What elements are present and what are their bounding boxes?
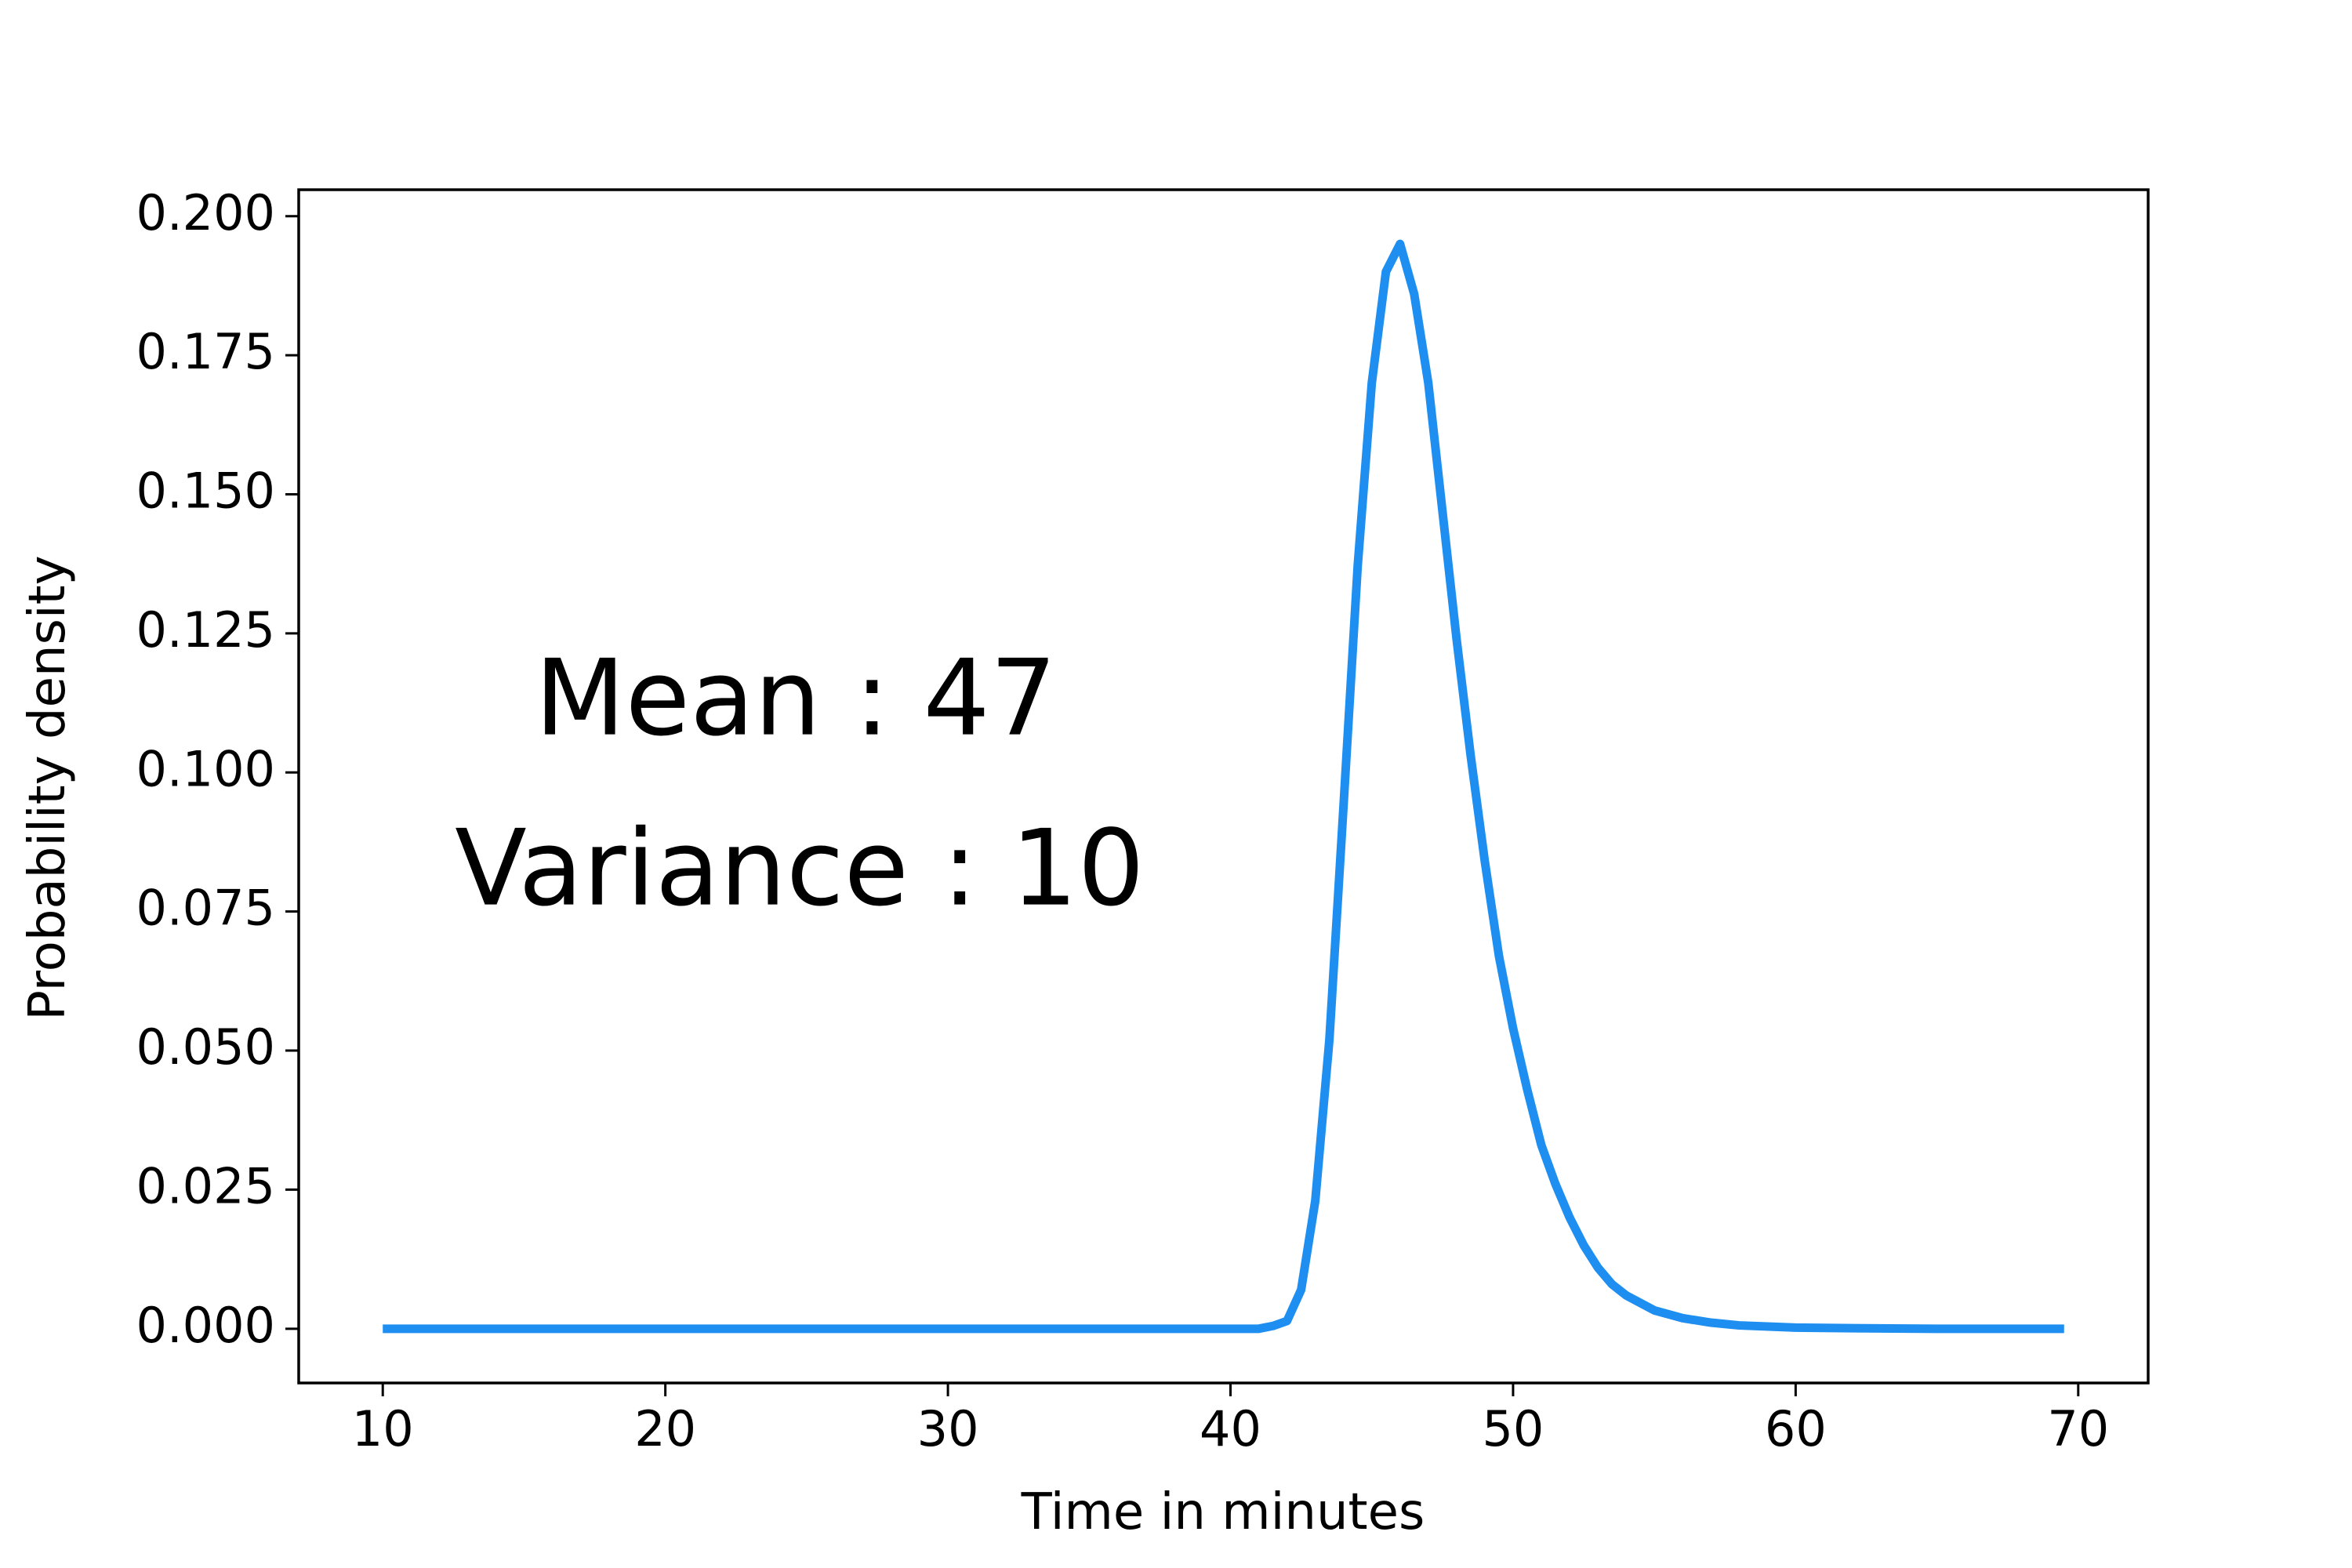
y-tick-label: 0.175 [136, 323, 276, 380]
x-tick-label: 30 [917, 1400, 979, 1457]
y-tick-label: 0.000 [136, 1297, 276, 1354]
y-tick-label: 0.075 [136, 880, 276, 937]
annotation: Variance : 10 [455, 808, 1145, 930]
y-tick-label: 0.200 [136, 184, 276, 241]
y-tick-label: 0.025 [136, 1158, 276, 1215]
y-tick-label: 0.125 [136, 601, 276, 659]
y-axis-label: Probability density [19, 555, 77, 1020]
data-line [383, 239, 2064, 1334]
y-tick-label: 0.100 [136, 740, 276, 797]
x-tick-label: 60 [1765, 1400, 1827, 1457]
x-tick-label: 40 [1200, 1400, 1261, 1457]
x-tick-label: 20 [634, 1400, 696, 1457]
plot-frame [297, 188, 2150, 1385]
x-axis-label: Time in minutes [1021, 1483, 1425, 1541]
y-tick-label: 0.050 [136, 1018, 276, 1076]
x-tick-label: 10 [352, 1400, 414, 1457]
x-tick-label: 70 [2047, 1400, 2109, 1457]
annotation: Mean : 47 [535, 637, 1057, 760]
y-tick-label: 0.150 [136, 463, 276, 520]
x-tick-label: 50 [1482, 1400, 1544, 1457]
